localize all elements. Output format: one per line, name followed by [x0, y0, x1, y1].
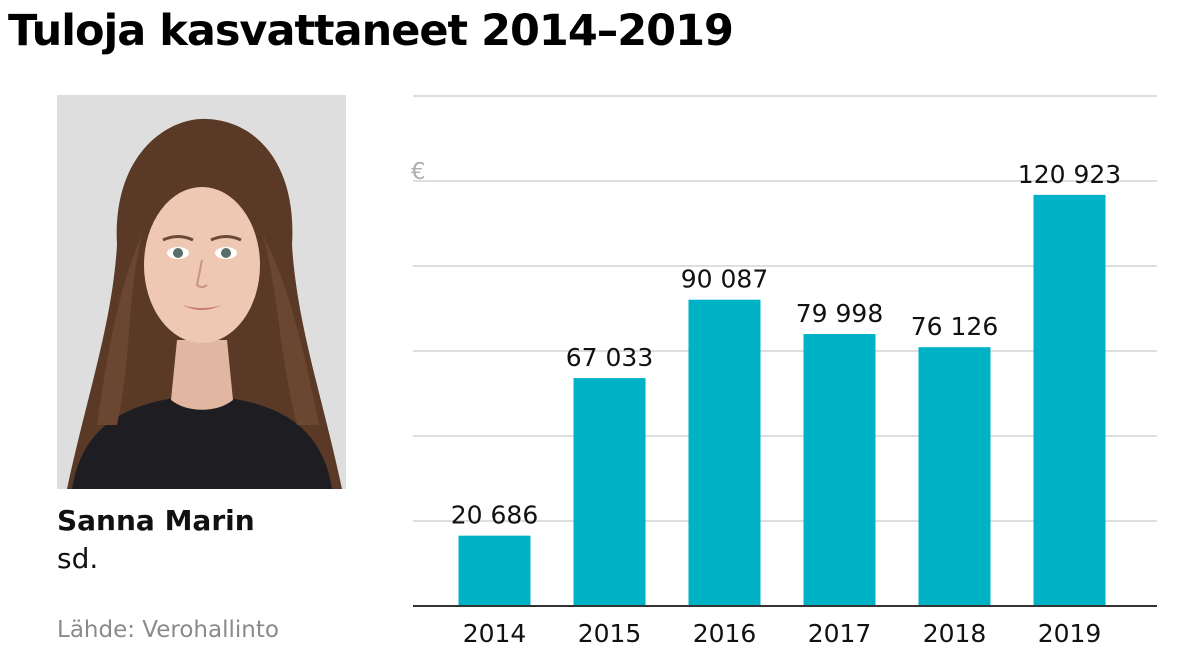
source-note: Lähde: Verohallinto [57, 617, 279, 643]
value-label-2018: 76 126 [911, 312, 998, 341]
value-label-2016: 90 087 [681, 265, 768, 294]
value-label-2014: 20 686 [451, 501, 538, 530]
portrait-image [57, 95, 346, 489]
x-tick-label-2014: 2014 [463, 619, 527, 648]
chart-gridlines [413, 95, 1157, 522]
x-tick-label-2019: 2019 [1038, 619, 1102, 648]
x-tick-label-2016: 2016 [693, 619, 757, 648]
value-label-2015: 67 033 [566, 343, 653, 372]
bar-2017 [803, 334, 876, 606]
person-party: sd. [57, 542, 99, 575]
value-label-2019: 120 923 [1018, 160, 1121, 189]
person-name: Sanna Marin [57, 504, 255, 537]
x-tick-label-2017: 2017 [808, 619, 872, 648]
person-photo [57, 95, 346, 489]
chart-x-tick-labels: 2014 2015 2016 2017 2018 2019 [463, 619, 1102, 648]
y-axis-unit-label: € [411, 159, 426, 185]
x-tick-label-2018: 2018 [923, 619, 987, 648]
x-tick-label-2015: 2015 [578, 619, 642, 648]
chart-value-labels: 20 686 67 033 90 087 79 998 76 126 120 923 [451, 160, 1121, 530]
bar-2018 [918, 347, 991, 606]
chart-bars [458, 194, 1106, 606]
value-label-2017: 79 998 [796, 299, 883, 328]
bar-2015 [573, 378, 646, 606]
bar-2016 [688, 299, 761, 606]
bar-2019 [1033, 194, 1106, 606]
bar-2014 [458, 535, 531, 606]
chart-title: Tuloja kasvattaneet 2014–2019 [8, 6, 734, 56]
